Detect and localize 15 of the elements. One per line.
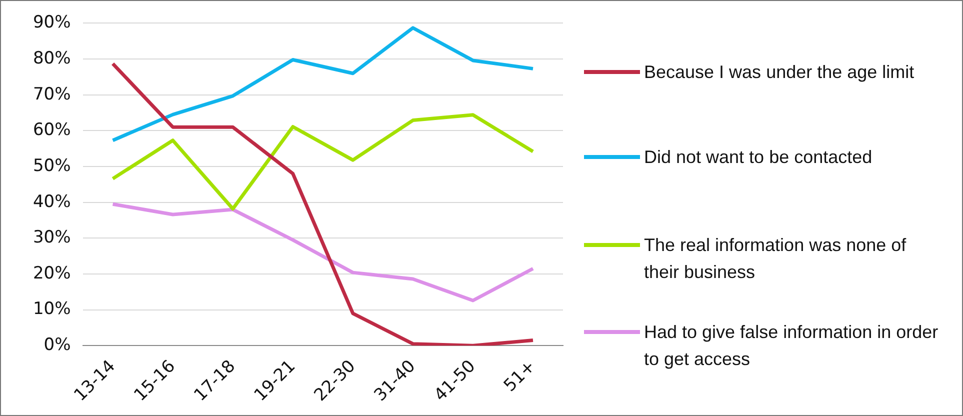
y-tick-label: 80% — [32, 48, 71, 68]
y-tick-label: 50% — [32, 156, 71, 176]
y-tick-label: 20% — [32, 263, 71, 284]
y-tick-label: 90% — [32, 12, 71, 33]
y-tick-label: 60% — [32, 120, 71, 140]
legend-label: Had to give false information in order to get access — [644, 321, 940, 371]
legend-label: Because I was under the age limit — [644, 61, 916, 84]
y-tick-label: 10% — [32, 299, 71, 320]
y-tick-label: 30% — [32, 228, 71, 248]
legend-label: Did not want to be contacted — [644, 146, 874, 169]
y-tick-label: 0% — [44, 335, 71, 356]
x-tick-label: 51+ — [500, 356, 540, 396]
y-tick-label: 40% — [32, 192, 71, 212]
y-tick-label: 70% — [32, 84, 71, 104]
legend-label: The real information was none of their business — [644, 234, 908, 284]
